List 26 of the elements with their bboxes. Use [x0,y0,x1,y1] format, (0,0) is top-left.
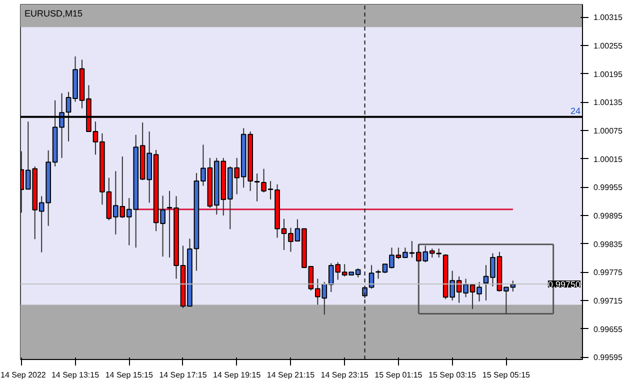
x-tick-label: 15 Sep 01:15 [374,370,423,380]
y-tick-label: 0.99775 [594,268,623,278]
x-tick-label: 14 Sep 21:15 [266,370,316,380]
y-tick-label: 1.00195 [594,70,623,79]
y-tick-label: 1.00315 [594,13,623,22]
y-tick-label: 1.00075 [594,126,623,136]
ref-line-label: 0.99750 [548,279,581,290]
annotation: 24 [570,106,581,116]
y-tick-label: 0.99655 [594,324,623,334]
x-tick-label: 14 Sep 13:15 [51,370,100,380]
text: EURUSD,M15 [24,8,83,18]
y-tick-label: 1.00015 [594,154,623,164]
y-tick-label: 1.00255 [594,42,623,51]
x-tick-label: 14 Sep 2022 [0,370,46,380]
y-tick-label: 0.99955 [594,183,623,192]
y-tick-label: 0.99715 [594,296,623,306]
y-tick-label: 0.99895 [594,212,623,221]
x-tick-label: 15 Sep 03:15 [428,370,477,380]
x-tick-label: 14 Sep 19:15 [213,370,262,380]
y-tick-label: 0.99595 [594,353,623,362]
x-tick-label: 14 Sep 23:15 [320,370,369,380]
y-tick-label: 0.99835 [594,240,623,249]
x-tick-label: 14 Sep 15:15 [105,370,154,380]
y-tick-label: 1.00135 [594,98,623,108]
x-tick-label: 14 Sep 17:15 [159,370,208,380]
x-tick-label: 15 Sep 05:15 [482,370,531,380]
